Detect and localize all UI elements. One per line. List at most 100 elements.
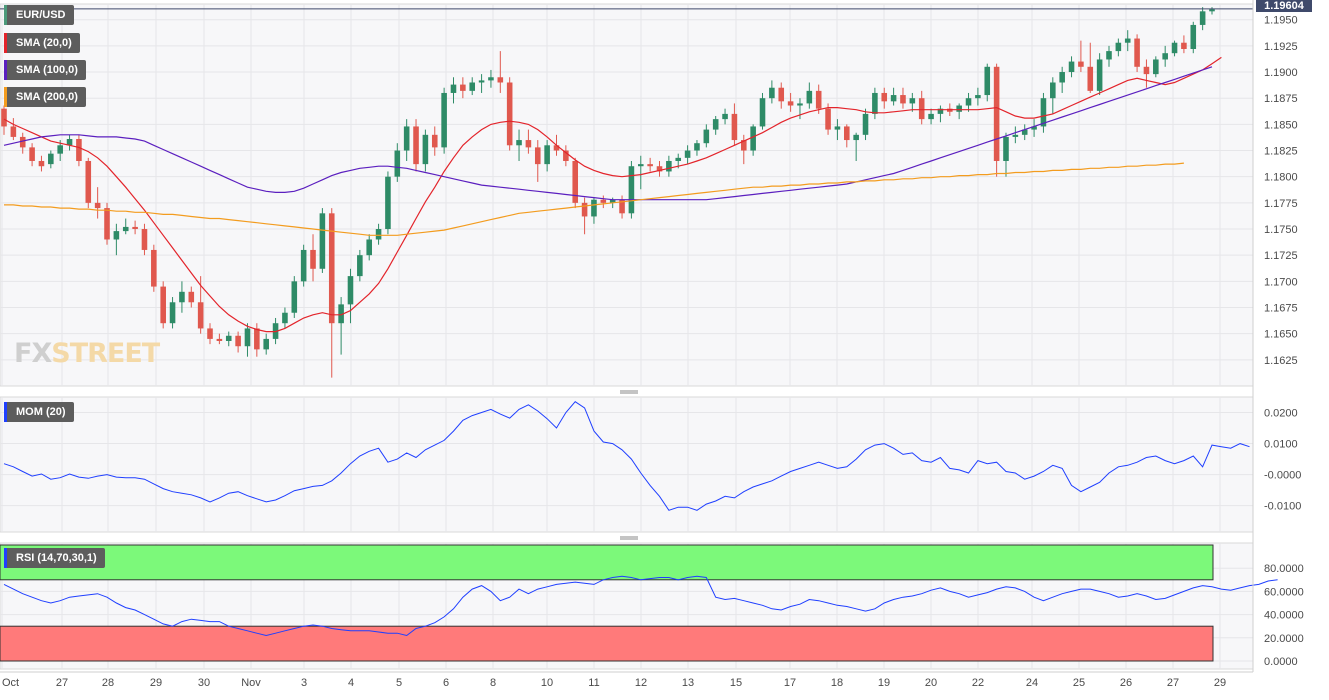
legend-symbol: EUR/USD <box>4 5 74 25</box>
price-y-tick: 1.1875 <box>1264 93 1298 105</box>
candle-body <box>1087 66 1094 91</box>
x-tick-label: 5 <box>396 677 402 689</box>
candle-body <box>619 199 625 214</box>
legend-sma200-label: SMA (200,0) <box>16 91 78 103</box>
candle-body <box>844 126 850 141</box>
legend-mom: MOM (20) <box>4 402 74 422</box>
x-tick-label: 24 <box>1026 677 1038 689</box>
candle-body <box>300 249 307 282</box>
candle-body <box>1078 61 1084 67</box>
legend-rsi: RSI (14,70,30,1) <box>4 548 105 568</box>
candle-body <box>647 164 653 167</box>
candle-body <box>815 90 822 109</box>
candle-body <box>291 281 298 313</box>
candle-body <box>1031 126 1037 130</box>
candle-body <box>525 140 532 148</box>
candle-body <box>254 328 260 350</box>
x-tick-label: 29 <box>150 677 162 689</box>
candle-body <box>806 90 813 104</box>
candle-body <box>750 126 756 151</box>
candle-body <box>984 66 991 96</box>
candle-body <box>1115 42 1122 52</box>
candle-body <box>431 134 438 148</box>
candle-body <box>1106 51 1112 60</box>
candle-body <box>29 147 35 161</box>
price-y-tick: 1.1625 <box>1264 355 1298 367</box>
mom-y-tick: 0.0200 <box>1264 408 1298 420</box>
candle-body <box>675 157 682 161</box>
candle-body <box>1171 42 1178 54</box>
candle-body <box>534 147 541 165</box>
candle-body <box>872 92 878 114</box>
x-tick-label: 20 <box>925 677 937 689</box>
candle-body <box>1134 38 1140 67</box>
legend-mom-label: MOM (20) <box>16 406 66 418</box>
mom-y-tick: -0.0100 <box>1264 501 1301 513</box>
candle-body <box>244 328 251 347</box>
candle-body <box>703 129 710 144</box>
x-tick-label: Nov <box>241 677 261 689</box>
candle-body <box>1162 53 1168 60</box>
candle-body <box>1003 136 1009 161</box>
price-y-tick: 1.1900 <box>1264 67 1298 79</box>
candle-body <box>151 249 157 287</box>
candle-body <box>563 150 569 161</box>
candle-body <box>263 338 269 350</box>
candle-body <box>469 82 476 91</box>
candle-body <box>385 176 391 230</box>
legend-sma200: SMA (200,0) <box>4 87 86 107</box>
candle-body <box>1096 59 1103 91</box>
candle-body <box>497 77 504 83</box>
candle-body <box>787 101 794 106</box>
candle-body <box>609 199 616 203</box>
candle-body <box>928 113 934 120</box>
price-y-tick: 1.1850 <box>1264 119 1298 131</box>
candle-body <box>160 286 166 324</box>
rsi-y-tick: 0.0000 <box>1264 656 1298 668</box>
mom-y-tick: 0.0100 <box>1264 439 1298 451</box>
price-y-tick: 1.1700 <box>1264 276 1298 288</box>
candle-body <box>731 113 738 141</box>
price-y-tick: 1.1800 <box>1264 172 1298 184</box>
candle-body <box>394 150 401 177</box>
price-y-tick: 1.1750 <box>1264 224 1298 236</box>
candle-body <box>1040 98 1047 127</box>
candle-body <box>1209 9 1215 12</box>
candle-body <box>572 160 579 203</box>
candle-body <box>937 108 944 114</box>
candle-body <box>722 113 728 120</box>
rsi-line <box>3 575 1278 637</box>
x-tick-label: 4 <box>348 677 354 689</box>
candle-body <box>834 126 841 130</box>
rsi-y-tick: 80.0000 <box>1264 563 1304 575</box>
candle-body <box>890 95 897 102</box>
candle-body <box>132 226 138 230</box>
price-y-tick: 1.1950 <box>1264 15 1298 27</box>
x-tick-label: 26 <box>1120 677 1132 689</box>
candle-body <box>600 199 607 203</box>
x-tick-label: 10 <box>541 677 553 689</box>
candle-body <box>10 126 17 137</box>
candle-body <box>1153 59 1159 75</box>
candle-body <box>488 77 494 81</box>
candle-body <box>825 108 831 130</box>
candle-body <box>1190 24 1197 50</box>
candle-body <box>666 160 672 172</box>
momentum-line <box>3 401 1250 511</box>
candle-body <box>113 231 120 240</box>
candle-body <box>694 143 700 151</box>
candle-body <box>581 202 588 217</box>
candle-body <box>197 302 204 329</box>
candle-body <box>19 136 26 148</box>
candle-body <box>169 302 176 324</box>
x-tick-label: 29 <box>1214 677 1226 689</box>
candle-body <box>1 108 7 127</box>
candle-body <box>628 166 635 214</box>
candle-body <box>1181 42 1187 50</box>
candle-body <box>637 164 644 167</box>
candle-body <box>66 139 73 146</box>
x-tick-label: 15 <box>730 677 742 689</box>
candle-body <box>357 255 363 277</box>
rsi-y-tick: 40.0000 <box>1264 610 1304 622</box>
